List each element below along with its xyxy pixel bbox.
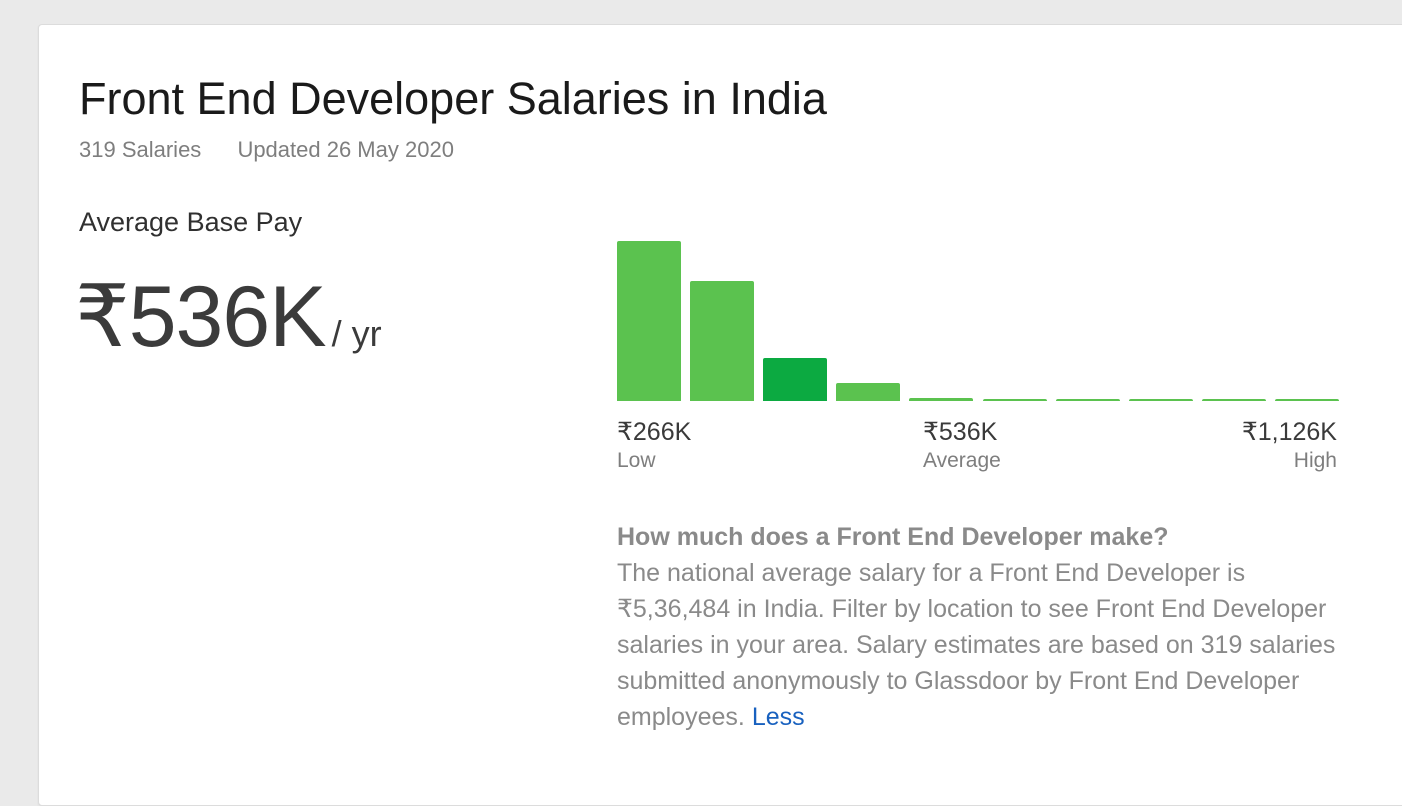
range-average-value: ₹536K xyxy=(923,418,998,446)
range-average: ₹536K Average xyxy=(923,417,1001,475)
salary-meta: 319 Salaries Updated 26 May 2020 xyxy=(79,137,454,163)
salary-count: 319 Salaries xyxy=(79,137,202,162)
histogram-bar xyxy=(617,241,682,401)
average-pay-amount: ₹536K xyxy=(75,269,327,365)
average-base-pay-label: Average Base Pay xyxy=(79,207,303,237)
histogram-bar xyxy=(1128,399,1193,401)
range-low: ₹266K Low xyxy=(617,417,691,475)
page-title: Front End Developer Salaries in India xyxy=(79,73,827,124)
range-high: ₹1,126K High xyxy=(1189,417,1337,475)
histogram-bar xyxy=(836,383,901,401)
range-low-label: Low xyxy=(617,449,656,472)
range-high-value: ₹1,126K xyxy=(1241,418,1337,446)
histogram-bar xyxy=(763,358,828,401)
description-body: The national average salary for a Front … xyxy=(617,559,1336,731)
histogram-bar xyxy=(1201,399,1266,401)
range-high-label: High xyxy=(1293,449,1337,472)
average-pay-unit: / yr xyxy=(331,313,382,354)
description-question: How much does a Front End Developer make… xyxy=(617,523,1169,551)
salary-description: How much does a Front End Developer make… xyxy=(617,519,1347,735)
updated-date: Updated 26 May 2020 xyxy=(237,137,454,162)
range-low-value: ₹266K xyxy=(617,418,692,446)
histogram-bar xyxy=(690,281,755,401)
average-base-pay-value: ₹536K / yr xyxy=(75,269,382,365)
less-link[interactable]: Less xyxy=(751,703,805,731)
range-average-label: Average xyxy=(923,449,1001,472)
salary-card: Front End Developer Salaries in India 31… xyxy=(38,24,1402,806)
histogram-bar xyxy=(982,399,1047,401)
histogram-bar xyxy=(909,398,974,401)
histogram-bar xyxy=(1055,399,1120,401)
histogram-bar xyxy=(1274,399,1339,401)
salary-distribution-chart xyxy=(617,237,1339,401)
